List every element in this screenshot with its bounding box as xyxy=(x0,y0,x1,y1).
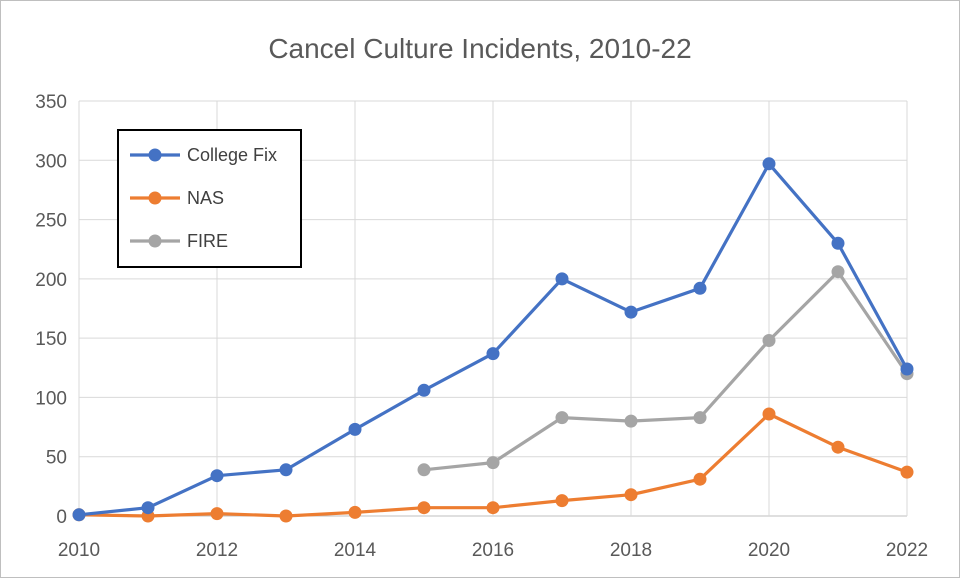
y-tick-label: 0 xyxy=(56,507,67,528)
x-tick-label: 2012 xyxy=(196,540,238,561)
legend-item-fire: FIRE xyxy=(130,231,228,251)
data-point-college-fix xyxy=(210,469,224,483)
data-point-fire xyxy=(693,411,707,425)
series-layer xyxy=(72,157,914,523)
x-tick-label: 2010 xyxy=(58,540,100,561)
data-point-fire xyxy=(762,334,776,347)
data-point-nas xyxy=(900,465,914,479)
y-tick-label: 200 xyxy=(35,270,67,291)
data-point-nas xyxy=(486,501,500,515)
legend-item-nas: NAS xyxy=(130,188,224,208)
data-point-fire xyxy=(624,414,638,428)
data-point-college-fix xyxy=(831,236,845,250)
data-point-college-fix xyxy=(762,157,776,171)
series-fire xyxy=(417,265,914,477)
data-point-college-fix xyxy=(693,281,707,295)
series-line-fire xyxy=(423,270,909,472)
x-axis-tick-labels: 2010 2012 2014 2016 2018 2020 2022 xyxy=(58,540,928,561)
x-tick-label: 2020 xyxy=(748,540,790,561)
legend-marker-fire xyxy=(148,234,162,248)
y-axis-tick-labels: 0 50 100 150 200 250 300 350 xyxy=(35,92,67,528)
y-tick-label: 150 xyxy=(35,329,67,350)
data-point-nas xyxy=(210,507,224,521)
data-point-college-fix xyxy=(417,383,431,397)
data-point-college-fix xyxy=(900,362,914,376)
data-point-college-fix xyxy=(141,501,155,515)
data-point-nas xyxy=(279,509,293,523)
data-point-nas xyxy=(417,501,431,515)
data-point-fire xyxy=(486,456,500,470)
legend-marker-college-fix xyxy=(148,148,162,162)
data-point-nas xyxy=(762,407,776,421)
data-point-nas xyxy=(555,494,569,508)
data-point-fire xyxy=(417,463,431,477)
y-tick-label: 350 xyxy=(35,92,67,113)
data-point-fire xyxy=(555,411,569,425)
data-point-nas xyxy=(624,488,638,502)
data-point-college-fix xyxy=(624,305,638,319)
x-tick-label: 2022 xyxy=(886,540,928,561)
series-college-fix xyxy=(72,157,914,522)
data-point-nas xyxy=(693,472,707,486)
data-point-college-fix xyxy=(348,422,362,436)
y-tick-label: 50 xyxy=(46,448,67,469)
data-point-college-fix xyxy=(555,272,569,286)
legend-marker-nas xyxy=(148,191,162,205)
data-point-nas xyxy=(831,440,845,454)
legend-item-college-fix: College Fix xyxy=(130,145,277,165)
legend-label-nas: NAS xyxy=(187,188,224,208)
y-tick-label: 250 xyxy=(35,211,67,232)
x-tick-label: 2018 xyxy=(610,540,652,561)
data-point-fire xyxy=(831,265,845,279)
legend: College Fix NAS FIRE xyxy=(117,129,302,268)
data-point-college-fix xyxy=(279,463,293,477)
y-tick-label: 300 xyxy=(35,151,67,172)
y-tick-label: 100 xyxy=(35,388,67,409)
data-point-college-fix xyxy=(72,508,86,522)
data-point-nas xyxy=(348,505,362,519)
legend-label-fire: FIRE xyxy=(187,231,228,251)
chart-title: Cancel Culture Incidents, 2010-22 xyxy=(268,33,691,64)
legend-label-college-fix: College Fix xyxy=(187,145,277,165)
x-tick-label: 2014 xyxy=(334,540,377,561)
x-tick-label: 2016 xyxy=(472,540,514,561)
data-point-college-fix xyxy=(486,347,500,361)
